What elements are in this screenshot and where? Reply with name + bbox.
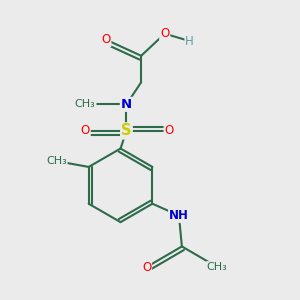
Text: S: S [121, 123, 132, 138]
Text: H: H [185, 34, 194, 48]
Text: CH₃: CH₃ [75, 99, 96, 110]
Text: O: O [142, 260, 151, 274]
Text: N: N [121, 98, 132, 111]
Text: CH₃: CH₃ [207, 262, 228, 272]
Text: CH₃: CH₃ [46, 156, 67, 166]
Text: NH: NH [169, 209, 189, 222]
Text: O: O [160, 27, 169, 40]
Text: O: O [81, 124, 90, 137]
Text: O: O [164, 124, 174, 137]
Text: O: O [101, 33, 110, 46]
